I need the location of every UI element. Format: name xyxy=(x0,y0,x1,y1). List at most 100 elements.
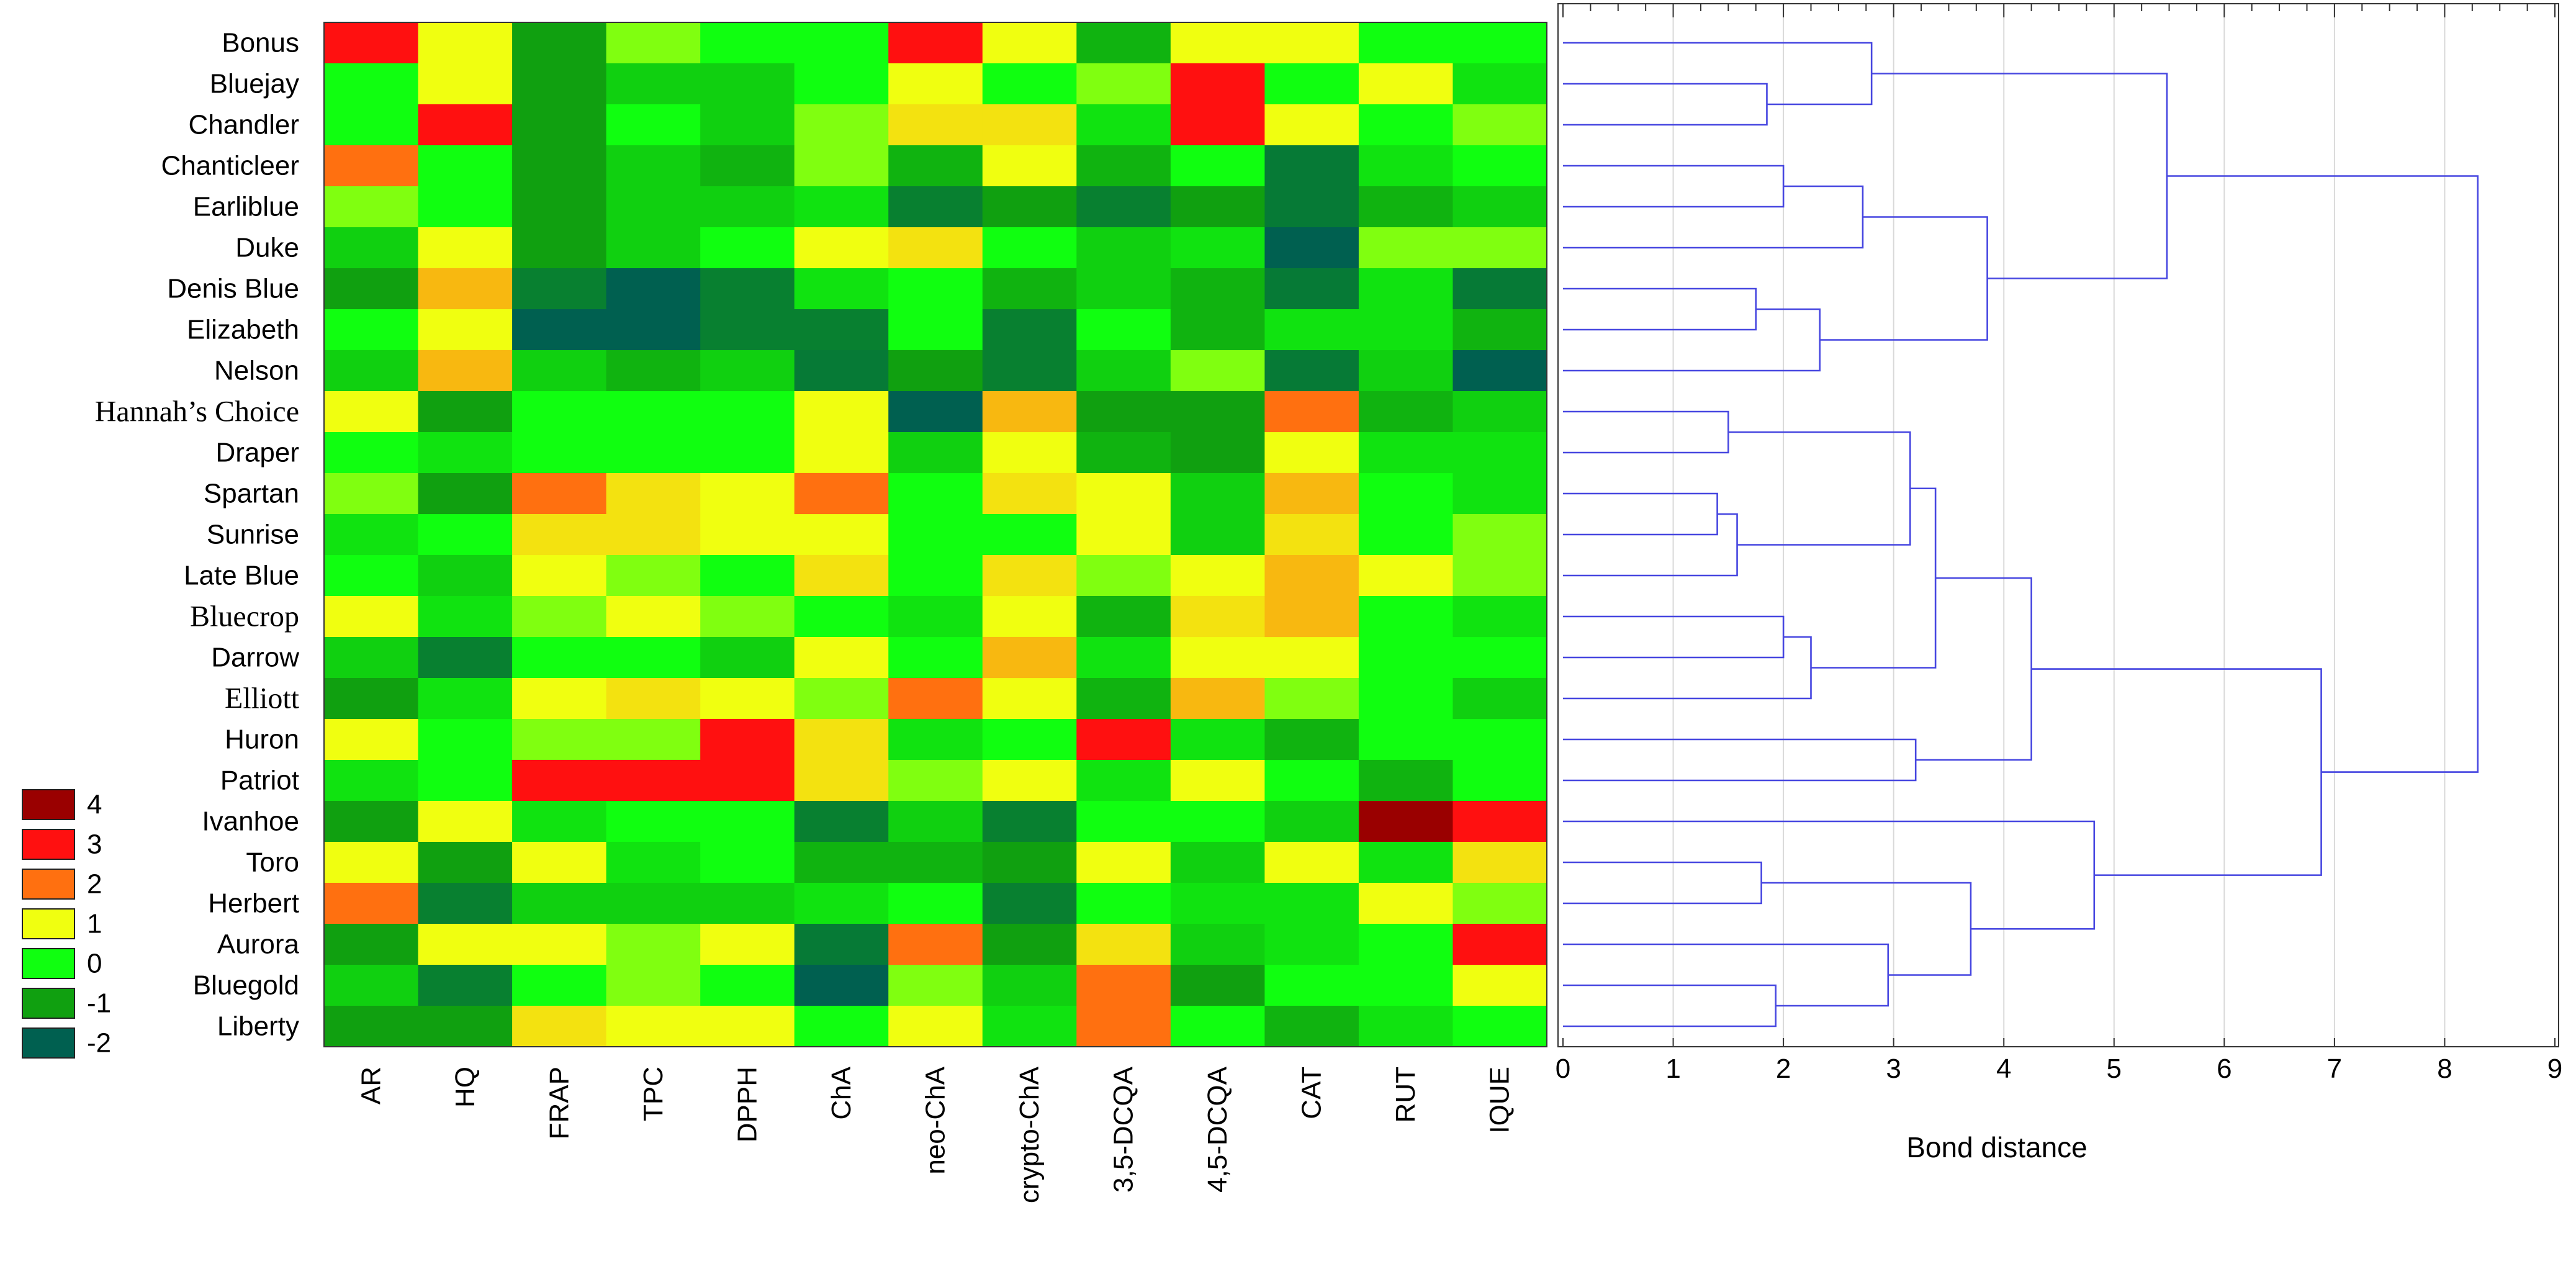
heatmap-cell-earliblue-neo-cha xyxy=(888,186,983,228)
heatmap-cell-bonus-ar xyxy=(324,22,419,64)
dendrogram-link-0 xyxy=(1563,83,1768,126)
heatmap-cell-sunrise-tpc xyxy=(606,514,701,556)
heatmap-cell-toro-ar xyxy=(324,842,419,883)
heatmap-cell-hannah-s-choice-ique xyxy=(1452,391,1547,433)
heatmap-cell-herbert-frap xyxy=(512,883,607,924)
heatmap-cell-late-blue-cat xyxy=(1264,555,1359,597)
heatmap-cell-duke-crypto-cha xyxy=(982,227,1077,269)
heatmap-cell-chanticleer-dpph xyxy=(700,145,795,187)
heatmap-cell-spartan-ar xyxy=(324,473,419,515)
dendrogram-link-15 xyxy=(1563,738,1917,782)
heatmap-cell-huron-3-5-dcqa xyxy=(1076,719,1171,761)
heatmap-cell-herbert-dpph xyxy=(700,883,795,924)
heatmap-cell-elliott-ique xyxy=(1452,678,1547,720)
heatmap-cell-chandler-crypto-cha xyxy=(982,104,1077,146)
heatmap-cell-chanticleer-cat xyxy=(1264,145,1359,187)
heatmap-cell-darrow-rut xyxy=(1358,637,1454,679)
heatmap-cell-bluegold-dpph xyxy=(700,965,795,1006)
row-label-late-blue: Late Blue xyxy=(184,561,299,591)
heatmap-cell-patriot-cha xyxy=(794,760,889,802)
heatmap-cell-huron-cha xyxy=(794,719,889,761)
heatmap-cell-darrow-dpph xyxy=(700,637,795,679)
row-label-toro: Toro xyxy=(246,847,299,878)
dendrogram-link-18 xyxy=(1563,984,1777,1027)
heatmap-cell-bluejay-dpph xyxy=(700,63,795,105)
heatmap-cell-denis-blue-hq xyxy=(418,268,513,310)
heatmap-cell-sunrise-4-5-dcqa xyxy=(1170,514,1265,556)
heatmap-cell-late-blue-3-5-dcqa xyxy=(1076,555,1171,597)
heatmap-cell-sunrise-rut xyxy=(1358,514,1454,556)
heatmap-cell-bluegold-cha xyxy=(794,965,889,1006)
heatmap-cell-elizabeth-3-5-dcqa xyxy=(1076,309,1171,351)
heatmap-cell-bluecrop-dpph xyxy=(700,596,795,638)
row-label-sunrise: Sunrise xyxy=(207,520,299,550)
heatmap-cell-bluecrop-crypto-cha xyxy=(982,596,1077,638)
heatmap-cell-earliblue-cat xyxy=(1264,186,1359,228)
heatmap-cell-bluecrop-hq xyxy=(418,596,513,638)
row-label-patriot: Patriot xyxy=(220,765,299,796)
heatmap-cell-toro-cat xyxy=(1264,842,1359,883)
heatmap-cell-chanticleer-rut xyxy=(1358,145,1454,187)
dendrogram-link-16 xyxy=(1916,577,2032,761)
x-tick-label: 6 xyxy=(2217,1054,2231,1084)
dendrogram-link-21 xyxy=(1563,820,2096,930)
heatmap-cell-bonus-3-5-dcqa xyxy=(1076,22,1171,64)
heatmap-cell-herbert-ique xyxy=(1452,883,1547,924)
heatmap-cell-chanticleer-tpc xyxy=(606,145,701,187)
legend-label: 0 xyxy=(87,949,102,979)
heatmap-cell-liberty-dpph xyxy=(700,1006,795,1047)
heatmap-cell-chandler-3-5-dcqa xyxy=(1076,104,1171,146)
heatmap-cell-elizabeth-4-5-dcqa xyxy=(1170,309,1265,351)
heatmap-cell-denis-blue-ique xyxy=(1452,268,1547,310)
heatmap-cell-draper-ique xyxy=(1452,432,1547,474)
heatmap-cell-bonus-cat xyxy=(1264,22,1359,64)
heatmap-cell-bluejay-cat xyxy=(1264,63,1359,105)
heatmap-cell-bluecrop-neo-cha xyxy=(888,596,983,638)
x-tick-label: 4 xyxy=(1996,1054,2011,1084)
heatmap-cell-chanticleer-cha xyxy=(794,145,889,187)
heatmap-cell-toro-rut xyxy=(1358,842,1454,883)
row-label-elliott: Elliott xyxy=(225,682,300,715)
heatmap-cell-late-blue-tpc xyxy=(606,555,701,597)
heatmap-cell-ivanhoe-dpph xyxy=(700,801,795,842)
heatmap-cell-liberty-3-5-dcqa xyxy=(1076,1006,1171,1047)
row-label-herbert: Herbert xyxy=(208,888,299,919)
row-label-ivanhoe: Ivanhoe xyxy=(202,806,299,837)
heatmap-cell-denis-blue-3-5-dcqa xyxy=(1076,268,1171,310)
heatmap-cell-elliott-tpc xyxy=(606,678,701,720)
heatmap-cell-elizabeth-cha xyxy=(794,309,889,351)
heatmap-cell-chandler-neo-cha xyxy=(888,104,983,146)
heatmap-cell-patriot-4-5-dcqa xyxy=(1170,760,1265,802)
legend-swatch-1 xyxy=(22,908,75,939)
dendrogram-link-5 xyxy=(1563,308,1821,372)
row-label-spartan: Spartan xyxy=(204,479,299,509)
heatmap-cell-ivanhoe-4-5-dcqa xyxy=(1170,801,1265,842)
heatmap-cell-nelson-dpph xyxy=(700,350,795,392)
dendrogram-link-12 xyxy=(1563,615,1785,659)
legend-label: 2 xyxy=(87,869,102,900)
heatmap-cell-toro-tpc xyxy=(606,842,701,883)
heatmap-cell-hannah-s-choice-tpc xyxy=(606,391,701,433)
heatmap-cell-ivanhoe-tpc xyxy=(606,801,701,842)
heatmap-cell-huron-dpph xyxy=(700,719,795,761)
heatmap-cell-bonus-dpph xyxy=(700,22,795,64)
x-axis-title: Bond distance xyxy=(1906,1131,2087,1163)
heatmap-cell-patriot-dpph xyxy=(700,760,795,802)
heatmap-cell-liberty-hq xyxy=(418,1006,513,1047)
column-label-ique: IQUE xyxy=(1485,1067,1515,1134)
heatmap-cell-bluejay-rut xyxy=(1358,63,1454,105)
heatmap-cell-bluegold-cat xyxy=(1264,965,1359,1006)
heatmap-cell-aurora-3-5-dcqa xyxy=(1076,924,1171,965)
heatmap-cell-late-blue-neo-cha xyxy=(888,555,983,597)
heatmap-cell-denis-blue-dpph xyxy=(700,268,795,310)
heatmap-cell-huron-hq xyxy=(418,719,513,761)
heatmap-cell-aurora-rut xyxy=(1358,924,1454,965)
heatmap-cell-nelson-crypto-cha xyxy=(982,350,1077,392)
heatmap-cell-bluegold-rut xyxy=(1358,965,1454,1006)
heatmap-cell-elliott-neo-cha xyxy=(888,678,983,720)
heatmap-cell-duke-ique xyxy=(1452,227,1547,269)
heatmap-cell-elliott-hq xyxy=(418,678,513,720)
heatmap-cell-toro-cha xyxy=(794,842,889,883)
heatmap-cell-bluejay-neo-cha xyxy=(888,63,983,105)
heatmap-cell-earliblue-hq xyxy=(418,186,513,228)
